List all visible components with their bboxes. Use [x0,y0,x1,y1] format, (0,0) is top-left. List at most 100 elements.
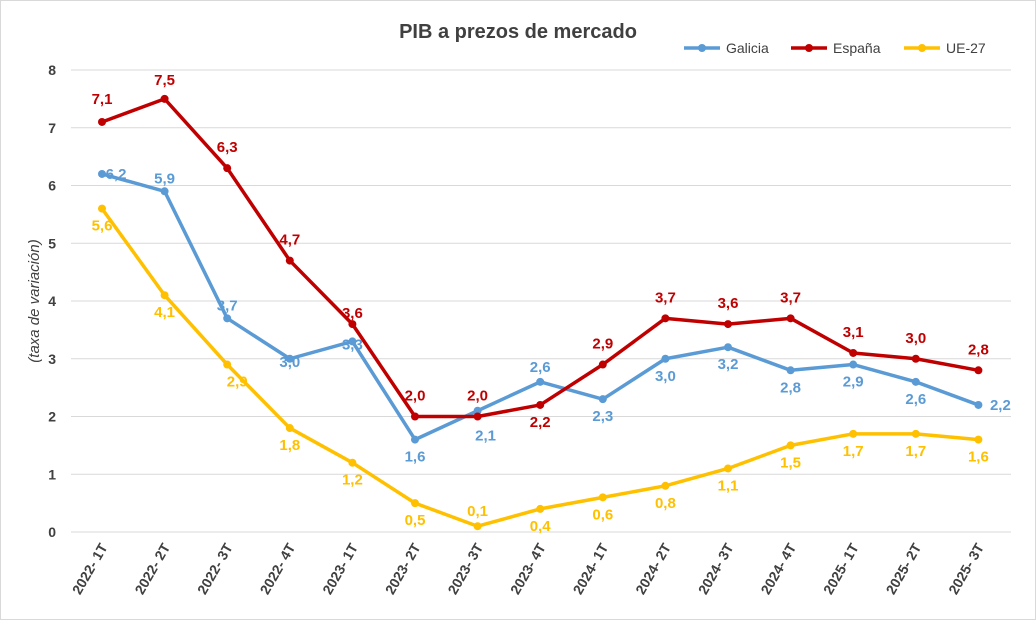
data-point [160,187,169,196]
data-point [348,320,357,329]
x-tick-label: 2024- 4T [757,540,799,597]
data-label: 4,1 [154,304,175,321]
data-label: 2,0 [467,388,488,405]
data-label: 3,0 [655,368,676,385]
y-tick-label: 1 [48,466,56,482]
data-point [285,354,294,363]
chart-title: PIB a prezos de mercado [399,21,637,43]
legend-marker [918,44,926,52]
data-point [661,354,670,363]
y-tick-label: 0 [48,524,56,540]
data-label: 0,5 [405,512,426,529]
data-label: 1,7 [843,443,864,460]
data-point [285,424,294,433]
data-point [473,406,482,415]
data-label: 2,9 [227,374,248,391]
data-point [911,354,920,363]
data-label: 2,9 [843,374,864,391]
data-label: 3,3 [342,336,363,353]
data-point [598,395,607,404]
data-label: 2,0 [405,388,426,405]
data-point [849,429,858,438]
data-label: 1,7 [905,443,926,460]
data-point [223,360,232,369]
data-point [160,291,169,300]
data-label: 2,8 [780,379,801,396]
y-tick-label: 7 [48,120,56,136]
data-label: 6,3 [217,139,238,156]
y-tick-label: 6 [48,178,56,194]
data-point [223,164,232,173]
data-label: 5,6 [92,218,113,235]
legend-marker [805,44,813,52]
data-point [160,94,169,103]
data-label: 3,6 [718,295,739,312]
data-point [786,314,795,323]
data-point [724,343,732,352]
data-point [411,412,419,421]
data-label: 2,3 [592,408,613,425]
x-tick-label: 2025- 3T [945,540,987,597]
data-point [974,435,983,444]
data-label: 3,2 [718,356,739,373]
data-point [473,412,482,421]
data-label: 2,6 [905,391,926,408]
data-point [911,429,920,438]
data-point [98,169,106,178]
data-point [974,366,983,375]
legend-entry: UE-27 [946,40,986,56]
data-point [661,481,670,490]
data-label: 2,6 [530,359,551,376]
x-tick-label: 2022- 1T [69,540,111,597]
data-label: 3,0 [279,354,300,371]
data-label: 1,6 [405,449,426,466]
data-point [98,204,106,213]
data-label: 1,8 [279,437,300,454]
x-tick-label: 2025- 2T [883,540,925,597]
data-label: 1,2 [342,472,363,489]
y-tick-label: 5 [48,235,56,251]
data-label: 6,2 [106,166,127,183]
x-tick-label: 2023- 1T [319,540,361,597]
data-label: 2,2 [990,397,1011,414]
data-point [98,117,106,126]
x-tick-label: 2023- 4T [507,540,549,597]
data-point [348,458,357,467]
data-point [473,522,482,531]
x-tick-label: 2022- 3T [194,540,236,597]
data-label: 2,9 [592,336,613,353]
data-label: 0,1 [467,503,488,520]
data-label: 7,5 [154,72,175,89]
data-point [849,360,858,369]
data-label: 3,1 [843,324,864,341]
data-label: 3,7 [780,289,801,306]
y-tick-label: 8 [48,62,56,78]
y-tick-label: 3 [48,351,56,367]
y-axis-label: (taxa de variación) [26,239,43,362]
legend-entry: Galicia [726,40,769,56]
data-label: 1,6 [968,449,989,466]
x-tick-label: 2022- 4T [257,540,299,597]
data-point [411,435,419,444]
data-point [911,377,920,386]
data-label: 0,6 [592,506,613,523]
data-point [536,504,545,513]
data-point [786,441,795,450]
legend-marker [698,44,706,52]
x-tick-label: 2022- 2T [131,540,173,597]
data-point [285,256,294,265]
data-point [724,464,732,473]
x-tick-label: 2024- 3T [695,540,737,597]
data-point [223,314,232,323]
x-tick-label: 2023- 2T [382,540,424,597]
x-tick-label: 2023- 3T [444,540,486,597]
data-label: 5,9 [154,170,175,187]
data-point [598,360,607,369]
data-point [536,377,545,386]
data-label: 3,0 [905,330,926,347]
data-label: 1,5 [780,454,801,471]
data-label: 3,7 [217,297,238,314]
y-tick-label: 4 [48,293,56,309]
data-label: 3,6 [342,305,363,322]
